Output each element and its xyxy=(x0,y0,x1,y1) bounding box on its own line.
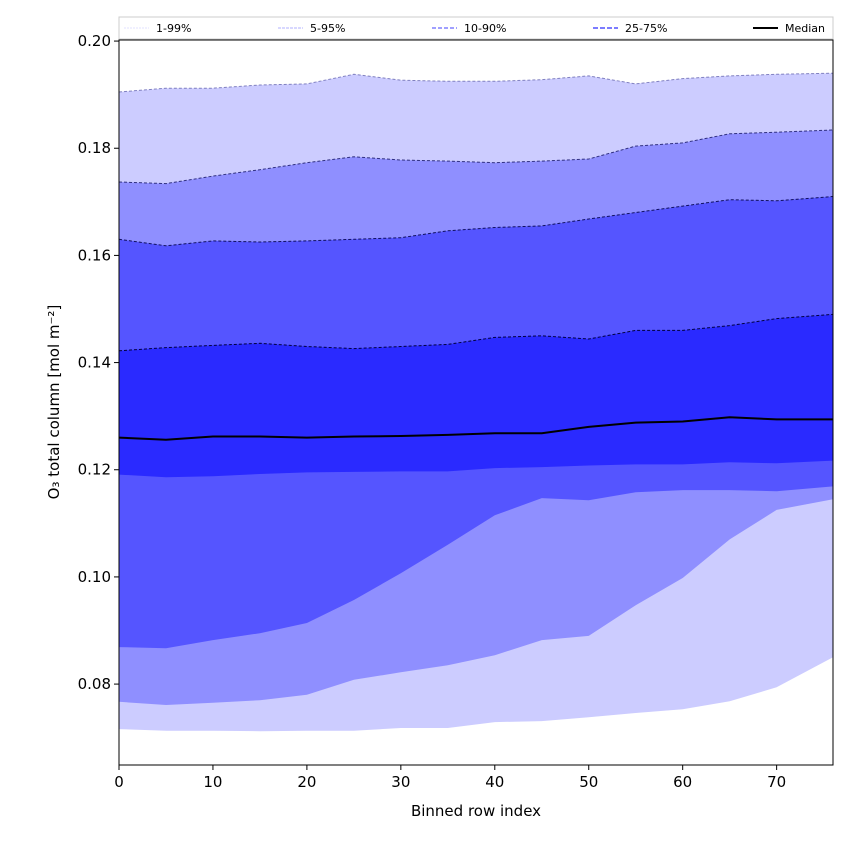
y-tick-label: 0.16 xyxy=(78,246,111,264)
x-axis: 0 10 20 30 40 50 60 70 xyxy=(114,765,786,791)
band-upper-edge-10-90% xyxy=(118,196,834,247)
band-upper-edge-1-99% xyxy=(118,72,834,93)
legend-label: Median xyxy=(785,22,825,35)
median-layer xyxy=(118,416,833,441)
legend: 1-99% 5-95% 10-90% 25-75% Median xyxy=(118,16,834,40)
x-tick-label: 0 xyxy=(114,773,124,791)
legend-label: 1-99% xyxy=(156,22,191,35)
x-tick-label: 50 xyxy=(579,773,598,791)
y-tick-label: 0.18 xyxy=(78,139,111,157)
legend-label: 5-95% xyxy=(310,22,345,35)
y-axis: 0.08 0.10 0.12 0.14 0.16 0.18 0.20 xyxy=(78,32,119,693)
legend-label: 25-75% xyxy=(625,22,667,35)
x-tick-label: 30 xyxy=(391,773,410,791)
legend-box xyxy=(118,16,834,40)
band-upper-edge-25-75% xyxy=(118,313,834,352)
y-tick-label: 0.08 xyxy=(78,675,111,693)
y-tick-label: 0.12 xyxy=(78,461,111,479)
legend-label: 10-90% xyxy=(464,22,506,35)
x-tick-label: 60 xyxy=(673,773,692,791)
x-tick-label: 20 xyxy=(297,773,316,791)
y-tick-label: 0.10 xyxy=(78,568,111,586)
x-tick-label: 40 xyxy=(485,773,504,791)
bands-layer xyxy=(118,72,834,732)
median-line xyxy=(118,416,833,441)
y-tick-label: 0.14 xyxy=(78,354,111,372)
y-tick-label: 0.20 xyxy=(78,32,111,50)
band-upper-edge-5-95% xyxy=(118,129,834,185)
x-tick-label: 10 xyxy=(203,773,222,791)
axes-frame xyxy=(118,39,834,766)
x-tick-label: 70 xyxy=(767,773,786,791)
x-axis-label: Binned row index xyxy=(411,802,541,820)
y-axis-label: O₃ total column [mol m⁻²] xyxy=(45,305,63,500)
